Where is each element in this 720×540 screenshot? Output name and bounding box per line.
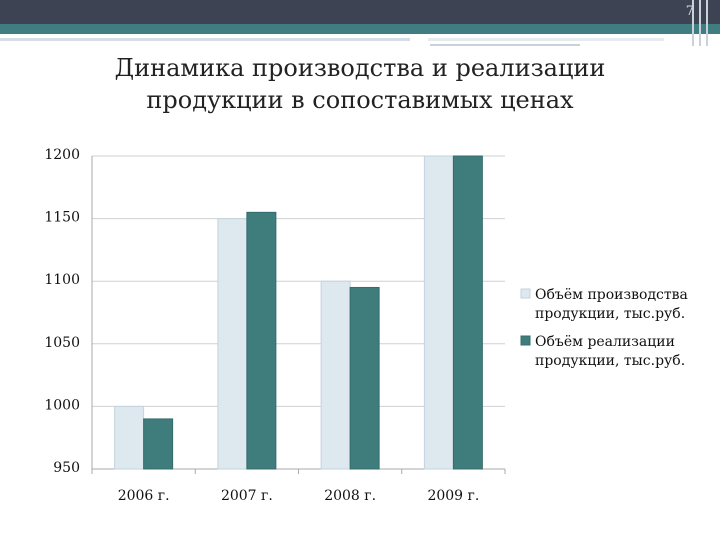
header-accent-band [0, 24, 720, 34]
y-tick-label: 1100 [44, 272, 80, 288]
header-accent-line [430, 44, 580, 46]
legend: Объём производства продукции, тыс.руб. Объ… [520, 287, 688, 369]
legend-label: Объём реализации продукции, тыс.руб. [535, 334, 685, 369]
legend-label: Объём производства продукции, тыс.руб. [535, 287, 688, 322]
bar-production [217, 218, 248, 470]
header-accent-line [428, 38, 664, 41]
bar-sales [246, 211, 277, 470]
bar-production [423, 155, 454, 470]
bar-production [114, 405, 145, 470]
legend-swatch-production [520, 288, 531, 299]
header-accent-line [0, 38, 410, 41]
bar-sales [452, 155, 483, 470]
x-tick-label: 2007 г. [221, 488, 273, 504]
bar-production [320, 280, 351, 470]
x-tick-label: 2006 г. [118, 488, 170, 504]
y-tick-label: 950 [53, 460, 80, 476]
corner-decoration [690, 0, 712, 46]
slide-title: Динамика производства и реализации продук… [114, 54, 606, 114]
y-tick-label: 1050 [44, 335, 80, 351]
header-bar [0, 0, 720, 24]
y-tick-label: 1200 [44, 147, 80, 163]
y-tick-label: 1150 [44, 210, 80, 226]
y-tick-label: 1000 [44, 397, 80, 413]
bar-sales [349, 286, 380, 470]
bars [114, 155, 483, 470]
page-number: 7 [685, 4, 694, 19]
x-tick-label: 2009 г. [427, 488, 479, 504]
legend-swatch-sales [520, 335, 531, 346]
tick-labels: 1200 1150 1100 1050 1000 950 2006 г. 2007 г. 200… [44, 147, 479, 504]
bar-sales [143, 418, 174, 470]
x-tick-label: 2008 г. [324, 488, 376, 504]
